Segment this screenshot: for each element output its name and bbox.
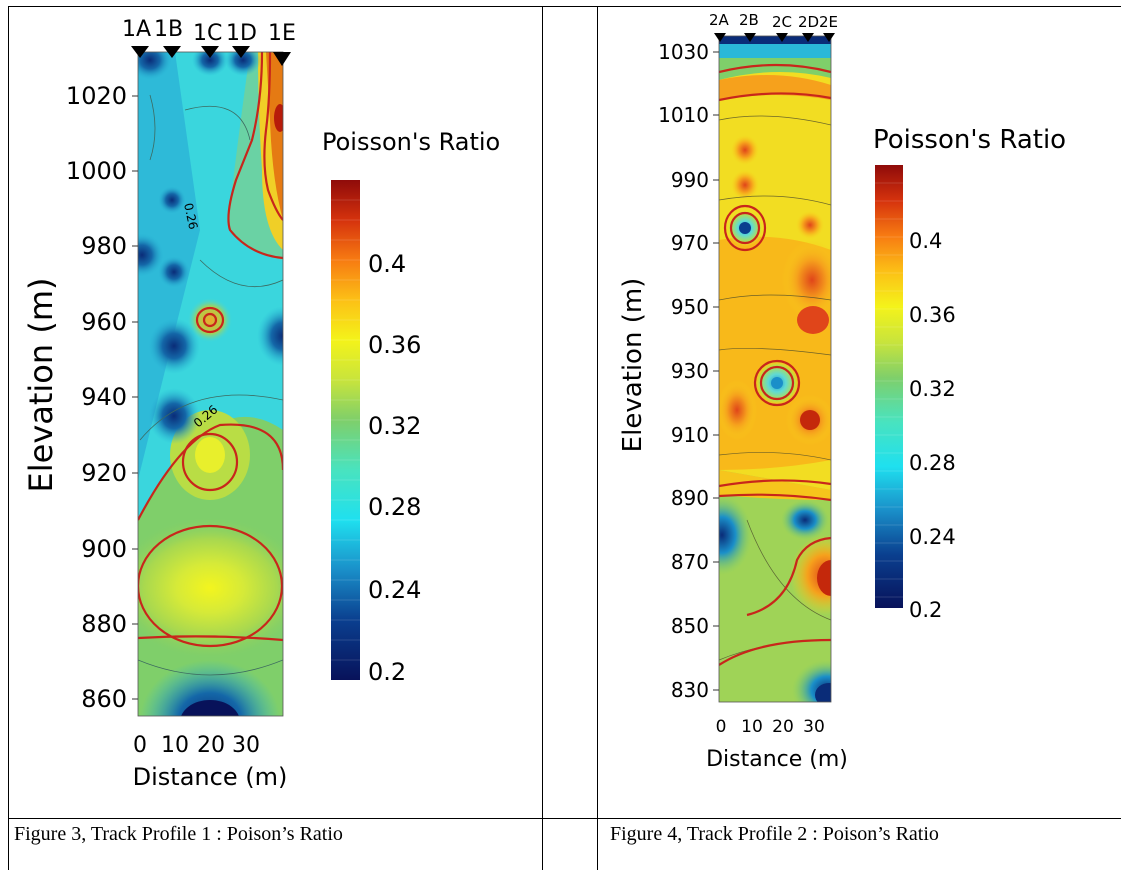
y-tick-label: 850 bbox=[671, 614, 709, 638]
y-tick-label: 920 bbox=[81, 459, 127, 487]
y-tick-label: 890 bbox=[671, 486, 709, 510]
contour-label: 0.26 bbox=[181, 202, 200, 231]
station-triangle bbox=[163, 46, 181, 58]
x-tick-label: 20 bbox=[197, 733, 225, 758]
y-tick-label: 1000 bbox=[66, 157, 127, 185]
colorbar bbox=[875, 165, 903, 608]
colorbar-tick-label: 0.32 bbox=[368, 412, 421, 440]
x-tick-label: 10 bbox=[161, 733, 189, 758]
y-tick-label: 940 bbox=[81, 383, 127, 411]
station-label: 1B bbox=[154, 17, 183, 42]
table-left-border bbox=[8, 6, 9, 870]
colorbar-tick-label: 0.24 bbox=[909, 525, 956, 549]
figure-4-caption: Figure 4, Track Profile 2 : Poison’s Rat… bbox=[610, 823, 939, 845]
y-tick-label: 960 bbox=[81, 308, 127, 336]
colorbar-tick-label: 0.2 bbox=[909, 598, 942, 622]
table-top-border bbox=[8, 6, 1121, 7]
column-divider-1 bbox=[542, 6, 543, 870]
y-tick-label: 1010 bbox=[658, 103, 709, 127]
y-tick-label: 860 bbox=[81, 685, 127, 713]
colorbar-title: Poisson's Ratio bbox=[873, 125, 1066, 155]
y-tick-label: 870 bbox=[671, 550, 709, 574]
y-tick-label: 880 bbox=[81, 610, 127, 638]
station-triangle bbox=[131, 46, 149, 58]
station-triangle bbox=[823, 33, 835, 42]
x-tick-label: 30 bbox=[803, 717, 825, 737]
station-label: 1C bbox=[193, 21, 222, 46]
y-tick-label: 950 bbox=[671, 295, 709, 319]
caption-row-divider bbox=[8, 818, 1121, 819]
x-tick-label: 10 bbox=[741, 717, 763, 737]
colorbar-tick-label: 0.36 bbox=[909, 303, 956, 327]
station-label: 1E bbox=[268, 21, 296, 46]
station-triangle bbox=[776, 33, 788, 42]
station-triangle bbox=[232, 46, 250, 58]
colorbar bbox=[331, 180, 360, 680]
station-markers: 2A 2B 2C 2D 2E bbox=[709, 11, 838, 42]
station-triangle bbox=[201, 46, 219, 58]
x-tick-label: 0 bbox=[133, 733, 147, 758]
colorbar-tick-label: 0.32 bbox=[909, 377, 956, 401]
colorbar-tick-label: 0.36 bbox=[368, 331, 421, 359]
station-label: 2A bbox=[709, 11, 730, 29]
figure-3-caption: Figure 3, Track Profile 1 : Poison’s Rat… bbox=[14, 823, 343, 845]
y-tick-label: 1030 bbox=[658, 40, 709, 64]
colorbar-tick-label: 0.4 bbox=[368, 250, 406, 278]
x-tick-label: 30 bbox=[232, 733, 260, 758]
y-tick-label: 900 bbox=[81, 535, 127, 563]
y-tick-label: 1020 bbox=[66, 82, 127, 110]
x-axis-label: Distance (m) bbox=[706, 747, 848, 772]
y-tick-label: 980 bbox=[81, 232, 127, 260]
y-axis-ticks: 1030 1010 990 970 950 930 910 890 870 85… bbox=[658, 40, 709, 702]
colorbar-tick-label: 0.2 bbox=[368, 658, 406, 686]
y-axis-ticks: 1020 1000 980 960 940 920 900 880 860 bbox=[66, 82, 127, 713]
figure-3-chart: 0.26 0.26 1A 1B 1C 1D 1E 1020 1000 980 9… bbox=[22, 17, 500, 791]
station-markers: 1A 1B 1C 1D 1E bbox=[122, 17, 296, 66]
colorbar-tick-label: 0.28 bbox=[368, 493, 421, 521]
colorbar-tick-label: 0.28 bbox=[909, 451, 956, 475]
station-label: 2E bbox=[819, 13, 838, 31]
y-axis-label: Elevation (m) bbox=[22, 278, 60, 493]
x-axis-label: Distance (m) bbox=[133, 763, 288, 791]
column-divider-2 bbox=[597, 6, 598, 870]
colorbar-tick-label: 0.24 bbox=[368, 576, 421, 604]
y-tick-label: 930 bbox=[671, 359, 709, 383]
station-triangle bbox=[273, 52, 291, 66]
station-label: 2C bbox=[772, 13, 792, 31]
y-tick-label: 830 bbox=[671, 678, 709, 702]
figure-4-contour-field bbox=[719, 36, 831, 702]
station-label: 1A bbox=[122, 17, 151, 42]
figure-3-contour-field bbox=[138, 52, 283, 716]
colorbar-title: Poisson's Ratio bbox=[322, 128, 500, 156]
station-label: 1D bbox=[226, 21, 257, 46]
y-axis-label: Elevation (m) bbox=[618, 278, 648, 453]
x-tick-label: 20 bbox=[772, 717, 794, 737]
station-label: 2D bbox=[798, 13, 819, 31]
station-triangle bbox=[714, 33, 726, 42]
y-tick-label: 990 bbox=[671, 168, 709, 192]
station-triangle bbox=[744, 33, 756, 42]
x-axis-ticks: 0 10 20 30 bbox=[133, 733, 260, 758]
station-triangle bbox=[802, 33, 814, 42]
figure-4-chart: 2A 2B 2C 2D 2E 1030 1010 990 970 950 930… bbox=[618, 11, 1066, 772]
station-label: 2B bbox=[739, 11, 759, 29]
x-tick-label: 0 bbox=[716, 717, 727, 737]
colorbar-tick-label: 0.4 bbox=[909, 229, 942, 253]
y-tick-label: 910 bbox=[671, 423, 709, 447]
y-tick-label: 970 bbox=[671, 231, 709, 255]
x-axis-ticks: 0 10 20 30 bbox=[716, 717, 825, 737]
